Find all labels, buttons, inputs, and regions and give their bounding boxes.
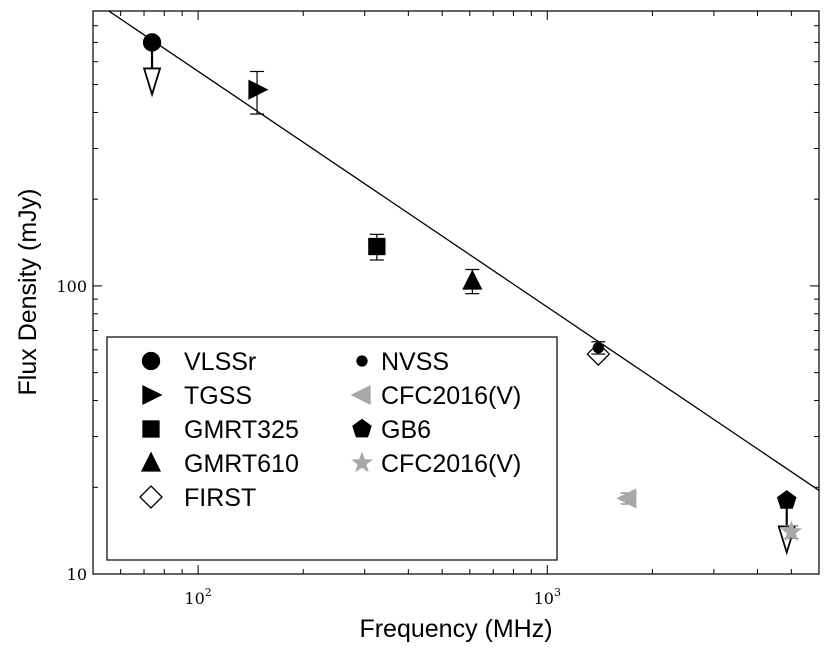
legend-label: NVSS <box>381 348 449 376</box>
legend-marker <box>139 485 163 509</box>
x-tick-label-exponent: 3 <box>554 586 561 599</box>
legend-label: GMRT610 <box>184 450 299 478</box>
data-point <box>776 490 797 509</box>
legend: VLSSr TGSS GMRT325 GMRT610 FIRST NVSS CFC2016(… <box>106 336 558 561</box>
fit-line-group <box>107 11 819 491</box>
data-point <box>462 269 483 290</box>
legend-label: GMRT325 <box>184 416 299 444</box>
legend-label: VLSSr <box>184 348 256 376</box>
data-point <box>142 33 162 52</box>
legend-frame <box>106 336 558 561</box>
legend-marker <box>350 384 371 406</box>
legend-label: TGSS <box>184 382 252 410</box>
x-tick-label: 103 <box>534 586 561 608</box>
data-point <box>368 237 386 256</box>
x-tick-label-base: 10 <box>184 589 204 608</box>
y-tick-label: 100 <box>56 277 87 296</box>
legend-marker <box>141 351 161 371</box>
y-tick-label: 10 <box>67 565 87 584</box>
legend-label: CFC2016(V) <box>381 450 521 478</box>
data-point <box>780 520 803 542</box>
data-point <box>592 342 604 354</box>
fit-line <box>107 11 819 491</box>
x-axis-title: Frequency (MHz) <box>359 615 552 643</box>
legend-marker <box>142 420 160 438</box>
legend-marker <box>356 355 368 367</box>
plot-frame <box>92 10 820 575</box>
legend-marker <box>140 451 162 472</box>
upper-limit-arrowhead <box>142 67 162 98</box>
x-tick-label: 102 <box>184 586 211 608</box>
legend-marker <box>351 451 373 473</box>
legend-marker <box>352 418 372 438</box>
x-tick-label-base: 10 <box>534 589 554 608</box>
data-point <box>248 79 269 100</box>
legend-label: FIRST <box>184 484 256 512</box>
y-axis-title: Flux Density (mJy) <box>14 189 42 396</box>
legend-marker <box>142 384 163 406</box>
legend-label: GB6 <box>381 416 431 444</box>
x-tick-label-exponent: 2 <box>205 586 212 599</box>
axis-ticks <box>92 10 820 575</box>
data-marks <box>142 33 803 556</box>
legend-label: CFC2016(V) <box>381 382 521 410</box>
data-point <box>616 488 637 509</box>
